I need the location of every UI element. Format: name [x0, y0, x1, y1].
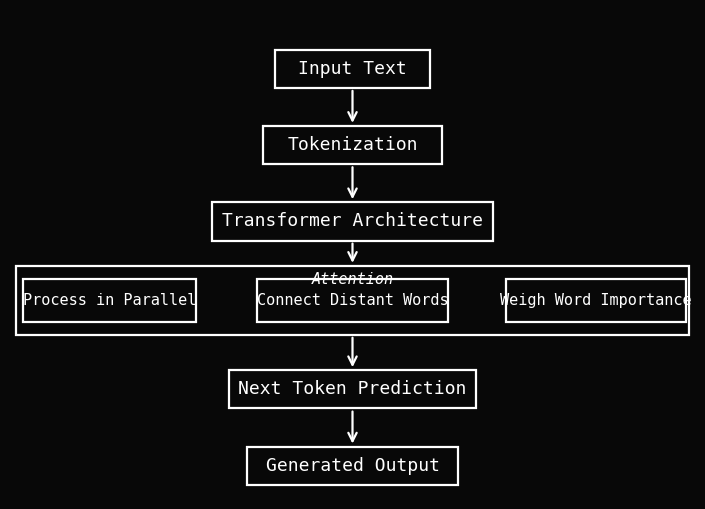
Text: Generated Output: Generated Output [266, 457, 439, 475]
Text: Weigh Word Importance: Weigh Word Importance [500, 293, 692, 308]
Text: Attention: Attention [312, 272, 393, 287]
FancyBboxPatch shape [263, 126, 443, 164]
Text: Process in Parallel: Process in Parallel [23, 293, 196, 308]
Text: Tokenization: Tokenization [287, 136, 418, 154]
FancyBboxPatch shape [257, 279, 448, 322]
FancyBboxPatch shape [275, 50, 430, 88]
FancyBboxPatch shape [506, 279, 686, 322]
Text: Next Token Prediction: Next Token Prediction [238, 380, 467, 399]
FancyBboxPatch shape [229, 371, 476, 408]
Text: Input Text: Input Text [298, 60, 407, 78]
Text: Transformer Architecture: Transformer Architecture [222, 212, 483, 231]
FancyBboxPatch shape [247, 447, 458, 485]
Text: Connect Distant Words: Connect Distant Words [257, 293, 448, 308]
FancyBboxPatch shape [23, 279, 196, 322]
FancyBboxPatch shape [16, 266, 689, 335]
FancyBboxPatch shape [212, 203, 494, 241]
